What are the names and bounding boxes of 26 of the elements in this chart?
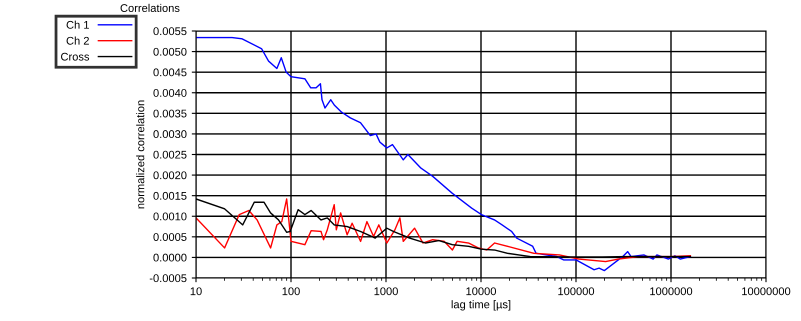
- x-tick-label: 1000000: [650, 287, 692, 296]
- legend-label: Cross: [61, 52, 90, 61]
- y-tick-label: 0.0045: [153, 68, 187, 76]
- y-tick-label: 0.0015: [153, 192, 187, 200]
- y-tick-label: 0.0055: [153, 27, 187, 36]
- legend-label: Ch 2: [66, 36, 89, 45]
- x-tick-label: 100: [282, 287, 300, 296]
- y-tick-label: 0.0050: [153, 48, 187, 56]
- x-tick-label: 10000: [466, 287, 496, 296]
- y-tick-label: -0.0005: [150, 274, 187, 282]
- y-tick-label: 0.0000: [153, 254, 187, 262]
- y-tick-label: 0.0040: [153, 89, 187, 97]
- chart-title: Correlations: [120, 4, 180, 12]
- y-tick-label: 0.0025: [153, 150, 187, 159]
- x-tick-label: 1000: [374, 287, 398, 296]
- y-axis-title: normalized correlation: [136, 100, 144, 208]
- y-tick-label: 0.0035: [153, 110, 187, 118]
- y-tick-label: 0.0010: [153, 212, 187, 220]
- x-tick-label: 10000000: [742, 287, 790, 296]
- x-tick-label: 10: [190, 287, 202, 296]
- x-tick-label: 100000: [558, 287, 594, 296]
- legend-label: Ch 1: [66, 20, 89, 29]
- y-tick-label: 0.0030: [153, 130, 187, 138]
- x-axis-title: lag time [µs]: [452, 300, 510, 311]
- y-tick-label: 0.0005: [153, 233, 187, 241]
- y-tick-label: 0.0020: [153, 171, 187, 180]
